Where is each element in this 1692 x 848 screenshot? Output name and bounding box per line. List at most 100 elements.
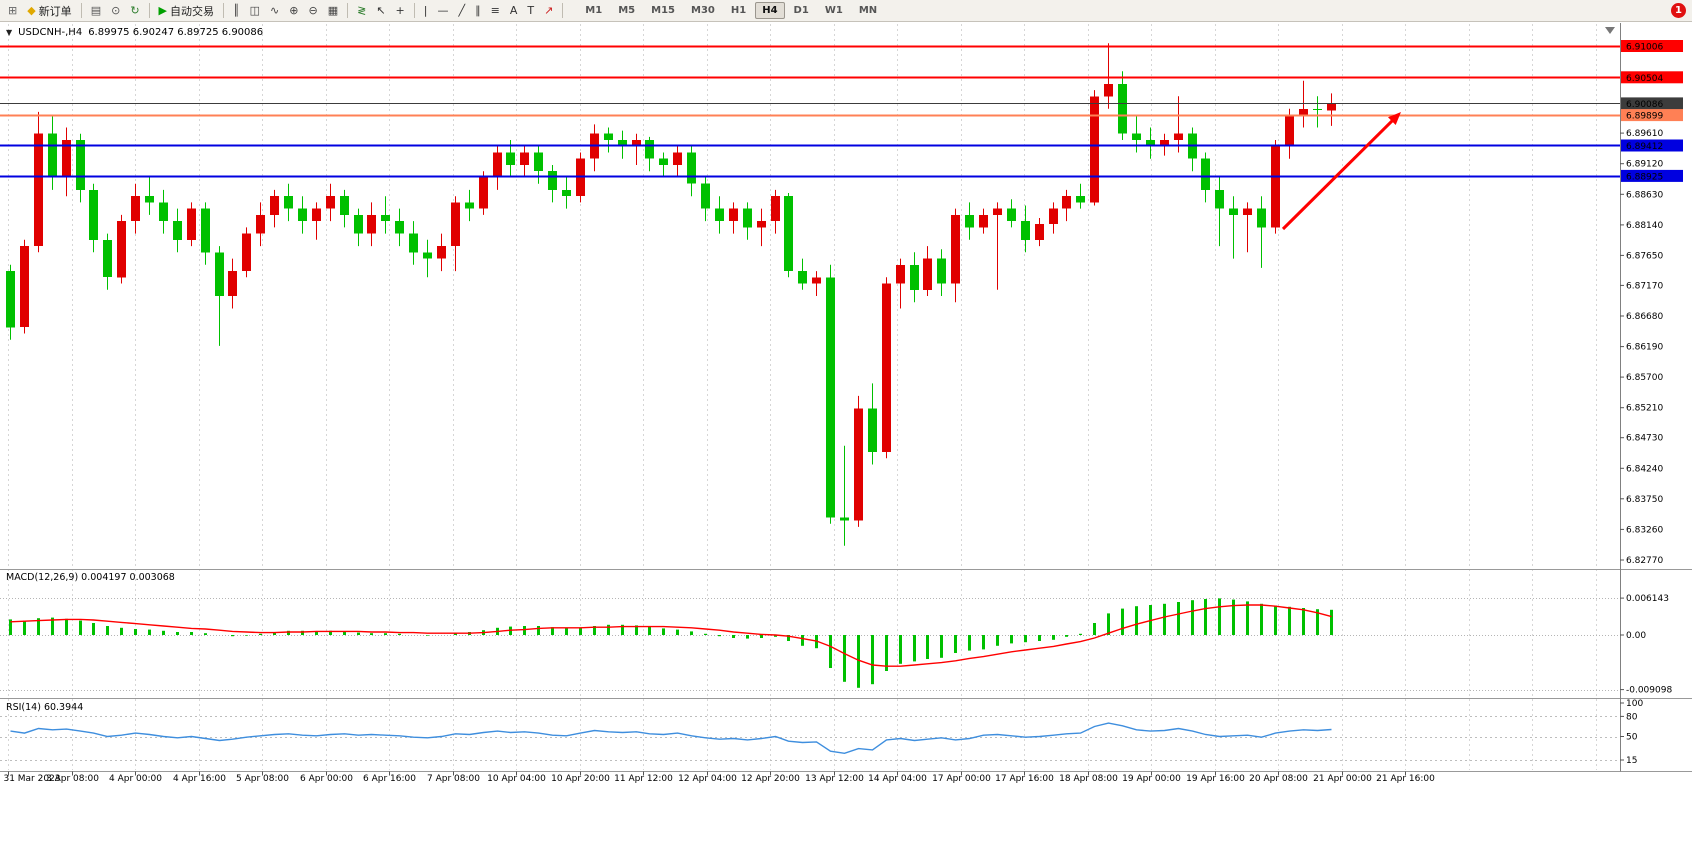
toolbar-separator (80, 3, 82, 18)
horizontal-line-icon[interactable]: — (437, 4, 449, 17)
trend-arrow-annotation (1281, 112, 1401, 231)
svg-text:50: 50 (1626, 733, 1638, 743)
auto-trading-button-label: 自动交易 (170, 4, 214, 18)
cursor-icon[interactable]: ↖ (376, 4, 386, 17)
svg-text:0.00: 0.00 (1626, 631, 1646, 641)
timeframe-button-h1[interactable]: H1 (730, 5, 747, 16)
timeframe-button-d1[interactable]: D1 (793, 5, 809, 16)
print-icon[interactable]: ▤ (90, 4, 102, 17)
svg-text:6 Apr 00:00: 6 Apr 00:00 (300, 774, 353, 784)
indicators-icon[interactable]: ≷ (357, 4, 367, 17)
new-order-button[interactable]: ◆ 新订单 (23, 1, 75, 21)
svg-text:6.84240: 6.84240 (1626, 464, 1663, 474)
toolbar: ⊞ ◆ 新订单 ▤ ⊙ ↻ ▶ 自动交易 ║ ◫ ∿ ⊕ ⊖ ▦ ≷ ↖ + | — ╱ ∥ ≡ A T ↗ M1 M5 M15 M3… (0, 0, 1692, 22)
svg-text:7 Apr 08:00: 7 Apr 08:00 (427, 774, 480, 784)
svg-text:6.90086: 6.90086 (1626, 100, 1663, 110)
timeframe-button-m30[interactable]: M30 (691, 5, 715, 16)
zoom-out-icon[interactable]: ⊖ (308, 4, 318, 17)
tile-windows-icon[interactable]: ▦ (327, 4, 339, 17)
toolbar-separator (148, 3, 150, 18)
macd-pane (0, 598, 1620, 691)
new-order-icon: ◆ (27, 4, 36, 17)
svg-text:6.89899: 6.89899 (1626, 112, 1663, 122)
svg-text:6.88925: 6.88925 (1626, 172, 1663, 182)
auto-trading-icon: ▶ (158, 4, 167, 17)
grid-lines (8, 24, 1597, 770)
rsi-pane (0, 716, 1620, 761)
svg-text:0.006143: 0.006143 (1626, 594, 1669, 604)
svg-text:10 Apr 04:00: 10 Apr 04:00 (487, 774, 546, 784)
trendline-icon[interactable]: ╱ (458, 4, 466, 17)
timeframe-button-mn[interactable]: MN (858, 5, 878, 16)
svg-text:4 Apr 00:00: 4 Apr 00:00 (109, 774, 162, 784)
ohlc-readout: 6.89975 6.90247 6.89725 6.90086 (88, 27, 264, 38)
svg-text:20 Apr 08:00: 20 Apr 08:00 (1249, 774, 1308, 784)
svg-text:13 Apr 12:00: 13 Apr 12:00 (805, 774, 864, 784)
svg-text:17 Apr 16:00: 17 Apr 16:00 (995, 774, 1054, 784)
text-label-icon[interactable]: T (527, 4, 535, 17)
svg-text:31 Mar 2023: 31 Mar 2023 (3, 774, 60, 784)
new-chart-icon[interactable]: ⊞ (8, 4, 18, 17)
svg-text:6.86190: 6.86190 (1626, 343, 1663, 353)
fibonacci-icon[interactable]: ≡ (490, 4, 500, 17)
candlestick-chart-icon[interactable]: ◫ (249, 4, 261, 17)
svg-text:6.85700: 6.85700 (1626, 373, 1663, 383)
svg-text:6.88630: 6.88630 (1626, 190, 1663, 200)
timeframe-button-m15[interactable]: M15 (651, 5, 676, 16)
equidistant-channel-icon[interactable]: ∥ (475, 4, 481, 17)
svg-text:11 Apr 12:00: 11 Apr 12:00 (614, 774, 673, 784)
rsi-axis: 100 80 50 15 (1620, 699, 1643, 766)
svg-text:12 Apr 04:00: 12 Apr 04:00 (678, 774, 737, 784)
zoom-in-icon[interactable]: ⊕ (289, 4, 299, 17)
text-icon[interactable]: A (509, 4, 518, 17)
vertical-line-icon[interactable]: | (423, 4, 428, 17)
svg-text:80: 80 (1626, 712, 1638, 722)
svg-text:6.86680: 6.86680 (1626, 312, 1663, 322)
timeframe-button-w1[interactable]: W1 (824, 5, 843, 16)
rsi-indicator-label: RSI(14) 60.3944 (6, 702, 84, 713)
timeframe-button-m5[interactable]: M5 (618, 5, 636, 16)
svg-text:12 Apr 20:00: 12 Apr 20:00 (741, 774, 800, 784)
one-click-trading-toggle[interactable]: ▼ (6, 28, 13, 37)
macd-axis: 0.006143 0.00 -0.009098 (1620, 594, 1672, 696)
notification-badge[interactable]: 1 (1671, 3, 1686, 18)
svg-text:6 Apr 16:00: 6 Apr 16:00 (363, 774, 416, 784)
new-order-button-label: 新订单 (38, 4, 72, 18)
refresh-icon[interactable]: ↻ (130, 4, 140, 17)
arrows-icon[interactable]: ↗ (544, 4, 554, 17)
toolbar-separator (347, 3, 349, 18)
timeframe-button-h4[interactable]: H4 (755, 2, 785, 19)
svg-text:-0.009098: -0.009098 (1626, 686, 1672, 696)
candlesticks (6, 43, 1336, 546)
svg-text:14 Apr 04:00: 14 Apr 04:00 (868, 774, 927, 784)
svg-text:21 Apr 16:00: 21 Apr 16:00 (1376, 774, 1435, 784)
svg-text:19 Apr 00:00: 19 Apr 00:00 (1122, 774, 1181, 784)
bar-chart-icon[interactable]: ║ (233, 4, 240, 17)
svg-text:6.89120: 6.89120 (1626, 160, 1663, 170)
crosshair-icon[interactable]: + (395, 4, 405, 17)
symbol-timeframe-label: USDCNH-,H4 (18, 27, 83, 38)
svg-text:6.88140: 6.88140 (1626, 221, 1663, 231)
svg-text:6.89412: 6.89412 (1626, 142, 1663, 152)
price-axis: 6.89610 6.89120 6.88630 6.88140 6.87650 6.871… (1620, 40, 1683, 566)
auto-trading-button[interactable]: ▶ 自动交易 (155, 1, 218, 21)
svg-text:19 Apr 16:00: 19 Apr 16:00 (1186, 774, 1245, 784)
svg-text:100: 100 (1626, 699, 1643, 709)
svg-text:4 Apr 16:00: 4 Apr 16:00 (173, 774, 226, 784)
line-chart-icon[interactable]: ∿ (270, 4, 280, 17)
chart-title-overlay: ▼ USDCNH-,H4 6.89975 6.90247 6.89725 6.9… (6, 27, 263, 38)
svg-text:21 Apr 00:00: 21 Apr 00:00 (1313, 774, 1372, 784)
toolbar-separator (413, 3, 415, 18)
print-preview-icon[interactable]: ⊙ (111, 4, 121, 17)
toolbar-separator (562, 3, 564, 18)
svg-text:3 Apr 08:00: 3 Apr 08:00 (46, 774, 99, 784)
timeframe-button-m1[interactable]: M1 (585, 5, 603, 16)
svg-text:6.90504: 6.90504 (1626, 74, 1663, 84)
pane-separators (0, 23, 1692, 772)
svg-text:6.82770: 6.82770 (1626, 556, 1663, 566)
macd-indicator-label: MACD(12,26,9) 0.004197 0.003068 (6, 572, 175, 583)
timeframe-toolbar: M1 M5 M15 M30 H1 H4 D1 W1 MN (577, 2, 885, 19)
svg-text:6.89610: 6.89610 (1626, 129, 1663, 139)
